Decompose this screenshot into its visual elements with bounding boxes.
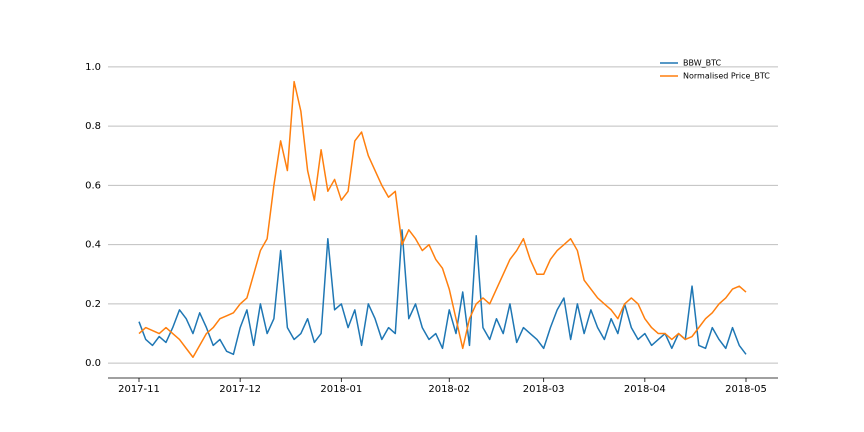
y-tick-label: 0.0 [85,358,101,369]
x-tick-label: 2017-11 [118,384,160,395]
legend-label: Normalised Price_BTC [683,72,770,81]
y-tick-label: 0.2 [85,299,101,310]
x-tick-label: 2017-12 [219,384,261,395]
x-tick-label: 2018-02 [428,384,470,395]
y-tick-label: 0.4 [85,240,101,251]
series-line [138,229,747,356]
x-tick-label: 2018-05 [725,384,767,395]
y-tick-label: 0.6 [85,180,101,191]
x-tick-label: 2018-04 [624,384,666,395]
y-tick-label: 1.0 [85,62,101,73]
x-tick-label: 2018-01 [320,384,362,395]
legend-label: BBW_BTC [683,59,722,68]
series-line [138,80,747,358]
x-tick-label: 2018-03 [523,384,565,395]
y-tick-label: 0.8 [85,121,101,132]
